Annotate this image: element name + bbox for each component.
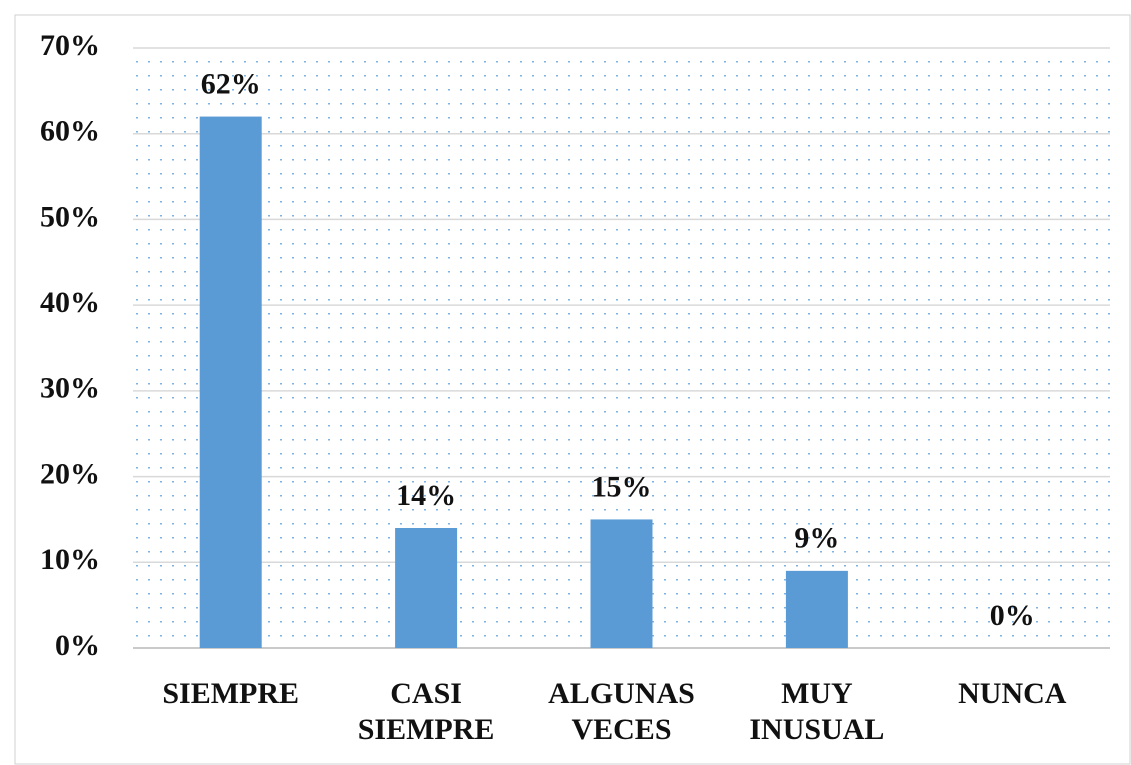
- bar: [590, 519, 653, 648]
- y-tick-label: 70%: [40, 29, 100, 62]
- chart-border: [14, 14, 1131, 765]
- y-tick-label: 50%: [40, 200, 100, 233]
- y-tick-label: 40%: [40, 286, 100, 319]
- y-tick-label: 10%: [40, 543, 100, 576]
- data-label: 15%: [592, 470, 652, 503]
- y-tick-label: 0%: [55, 629, 100, 662]
- data-label: 14%: [396, 479, 456, 512]
- y-tick-label: 60%: [40, 115, 100, 148]
- data-label: 9%: [794, 522, 839, 555]
- x-tick-label: SIEMPRE: [162, 677, 300, 710]
- x-tick-label: NUNCA: [958, 677, 1067, 710]
- y-tick-label: 30%: [40, 372, 100, 405]
- data-label: 0%: [990, 599, 1035, 632]
- bar: [785, 570, 848, 648]
- bar: [395, 528, 458, 648]
- bar: [199, 116, 262, 649]
- y-tick-label: 20%: [40, 457, 100, 490]
- x-tick-label: MUY INUSUAL: [749, 677, 885, 746]
- x-tick-label: CASI SIEMPRE: [357, 677, 495, 746]
- data-label: 62%: [201, 67, 261, 100]
- x-tick-label: ALGUNAS VECES: [548, 677, 695, 746]
